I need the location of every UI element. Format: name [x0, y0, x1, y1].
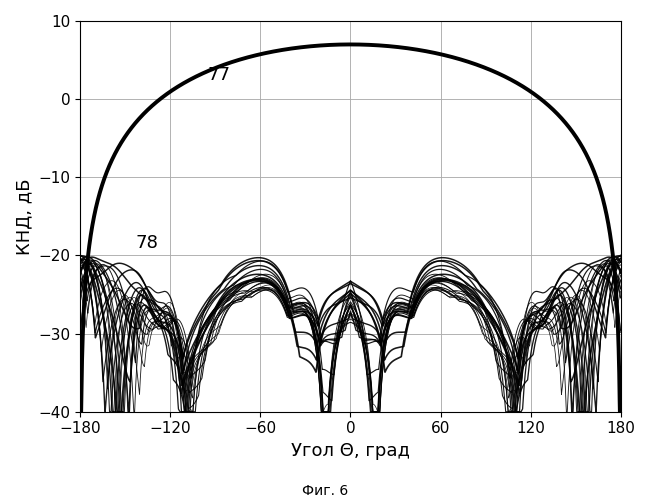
Text: Фиг. 6: Фиг. 6 [302, 484, 348, 498]
Text: 77: 77 [208, 66, 231, 84]
X-axis label: Угол Θ, град: Угол Θ, град [291, 442, 410, 460]
Y-axis label: КНД, дБ: КНД, дБ [15, 178, 33, 254]
Text: 78: 78 [136, 234, 159, 252]
